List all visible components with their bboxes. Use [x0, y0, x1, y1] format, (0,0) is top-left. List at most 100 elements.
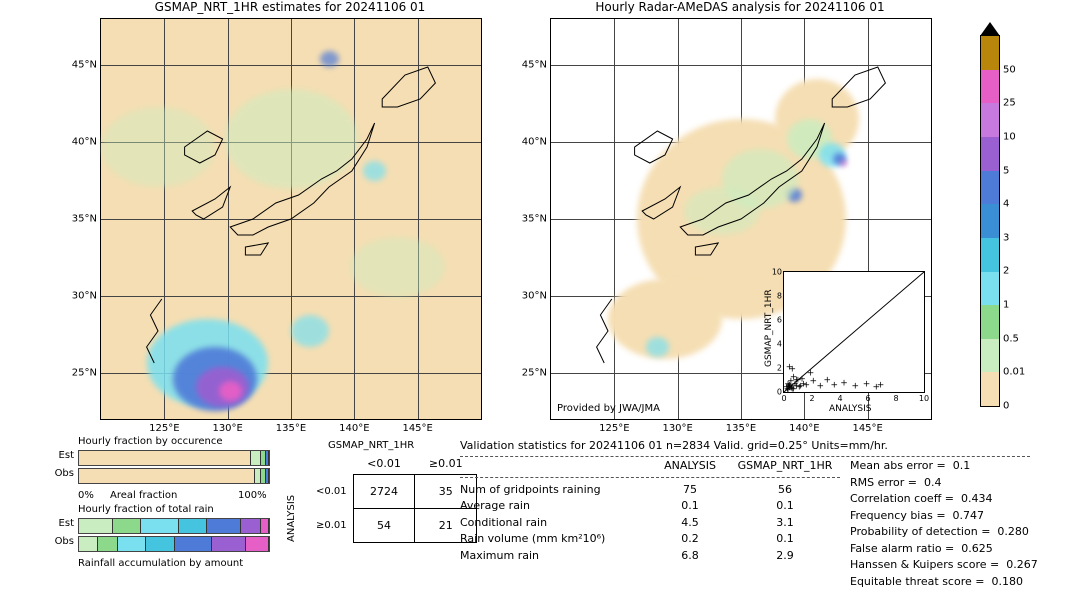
scatter-point	[863, 382, 868, 387]
gsmap-map-panel: 125°E130°E135°E140°E145°E25°N30°N35°N40°…	[100, 18, 482, 420]
lat-tick: 25°N	[513, 367, 547, 378]
ct-cell: 54	[353, 508, 415, 542]
lat-tick: 40°N	[513, 137, 547, 148]
bar-seg	[266, 451, 269, 465]
scatter-point	[831, 384, 836, 389]
metric-row: Hanssen & Kuipers score = 0.267	[850, 557, 1070, 574]
bar-seg	[146, 537, 174, 551]
occ-xaxis: Areal fraction	[110, 490, 177, 501]
occ-x0: 0%	[78, 490, 94, 501]
scatter-point	[852, 385, 857, 390]
colorbar-tick: 25	[1003, 98, 1016, 109]
bar-seg	[241, 519, 260, 533]
right-map-title: Hourly Radar-AMeDAS analysis for 2024110…	[550, 0, 930, 14]
scatter-point	[788, 387, 793, 392]
precip-region	[225, 89, 358, 189]
metric-row: Mean abs error = 0.1	[850, 458, 1070, 475]
bar-seg	[79, 469, 255, 483]
lon-tick: 130°E	[662, 423, 692, 434]
scatter-point	[817, 385, 822, 390]
scatter-point	[807, 372, 812, 377]
bar-seg	[266, 469, 269, 483]
metric-row: Correlation coeff = 0.434	[850, 491, 1070, 508]
metric-row: Probability of detection = 0.280	[850, 524, 1070, 541]
scatter-point	[840, 381, 845, 386]
scatter-ylabel: GSMAP_NRT_1HR	[764, 289, 774, 367]
lat-tick: 30°N	[513, 290, 547, 301]
provided-by: Provided by JWA/JMA	[557, 403, 660, 414]
stats-header: Validation statistics for 20241106 01 n=…	[460, 438, 1060, 455]
stats-row: Num of gridpoints raining7556	[460, 482, 850, 499]
lat-tick: 40°N	[63, 137, 97, 148]
precip-region	[291, 315, 329, 347]
precip-region	[841, 160, 847, 166]
colorbar-seg	[981, 137, 999, 171]
stats-row: Maximum rain6.82.9	[460, 548, 850, 565]
colorbar-tick: 0	[1003, 401, 1009, 412]
precip-region	[320, 51, 339, 67]
scatter-point	[789, 368, 794, 373]
bar-seg	[113, 519, 141, 533]
precip-region	[684, 187, 760, 235]
bar-row	[78, 468, 270, 484]
stats-table: ANALYSISGSMAP_NRT_1HRNum of gridpoints r…	[460, 458, 850, 564]
colorbar-tick: 0.5	[1003, 333, 1019, 344]
bar-seg	[261, 519, 269, 533]
lon-tick: 140°E	[789, 423, 819, 434]
scatter-point	[810, 380, 815, 385]
precip-region	[363, 161, 386, 181]
precip-region	[101, 107, 215, 187]
lon-tick: 145°E	[402, 423, 432, 434]
bar-seg	[98, 537, 117, 551]
colorbar-seg	[981, 103, 999, 137]
occurrence-bars: EstObs	[78, 450, 268, 488]
lon-tick: 135°E	[726, 423, 756, 434]
colorbar-tick: 0.01	[1003, 367, 1025, 378]
bar-row	[78, 518, 270, 534]
bar-seg	[246, 537, 269, 551]
colorbar-seg	[981, 204, 999, 238]
scatter-point	[793, 379, 798, 384]
bar-seg	[79, 519, 113, 533]
contingency-table: <0.01≥0.01<0.01272435≥0.015421	[310, 454, 477, 543]
metrics-list: Mean abs error = 0.1RMS error = 0.4Corre…	[850, 458, 1070, 590]
colorbar-seg	[981, 339, 999, 373]
ct-row-header: ANALYSIS	[286, 495, 297, 542]
stats-row: Average rain0.10.1	[460, 498, 850, 515]
lon-tick: 125°E	[599, 423, 629, 434]
bar-row-label: Est	[50, 518, 74, 529]
lon-tick: 130°E	[212, 423, 242, 434]
lat-tick: 35°N	[513, 214, 547, 225]
bar-row-label: Obs	[50, 536, 74, 547]
precip-region	[646, 337, 669, 357]
ct-cell: 2724	[353, 474, 415, 508]
stats-row: Rain volume (mm km²10⁶)0.20.1	[460, 531, 850, 548]
lon-tick: 145°E	[852, 423, 882, 434]
stats-dash1	[460, 456, 1030, 457]
colorbar-tick: 5	[1003, 165, 1009, 176]
colorbar-arrow-icon	[980, 22, 1000, 36]
bar-seg	[207, 519, 241, 533]
bar-seg	[118, 537, 146, 551]
bar-seg	[141, 519, 179, 533]
metric-row: RMS error = 0.4	[850, 475, 1070, 492]
ct-col-header: GSMAP_NRT_1HR	[328, 440, 414, 451]
scatter-inset: 00224466881010ANALYSISGSMAP_NRT_1HR	[783, 271, 925, 393]
bar-row-label: Est	[50, 450, 74, 461]
colorbar-seg	[981, 70, 999, 104]
precip-region	[219, 381, 242, 401]
colorbar-seg	[981, 305, 999, 339]
colorbar-tick: 1	[1003, 300, 1009, 311]
scatter-xlabel: ANALYSIS	[829, 404, 871, 414]
colorbar-seg	[981, 171, 999, 205]
colorbar-seg	[981, 272, 999, 306]
bar-seg	[251, 451, 261, 465]
bar-seg	[179, 519, 207, 533]
left-map-title: GSMAP_NRT_1HR estimates for 20241106 01	[100, 0, 480, 14]
colorbar-seg	[981, 36, 999, 70]
metric-row: Frequency bias = 0.747	[850, 508, 1070, 525]
figure-root: GSMAP_NRT_1HR estimates for 20241106 01 …	[0, 0, 1080, 612]
colorbar-tick: 50	[1003, 64, 1016, 75]
bar-row	[78, 536, 270, 552]
stats-row: Conditional rain4.53.1	[460, 515, 850, 532]
